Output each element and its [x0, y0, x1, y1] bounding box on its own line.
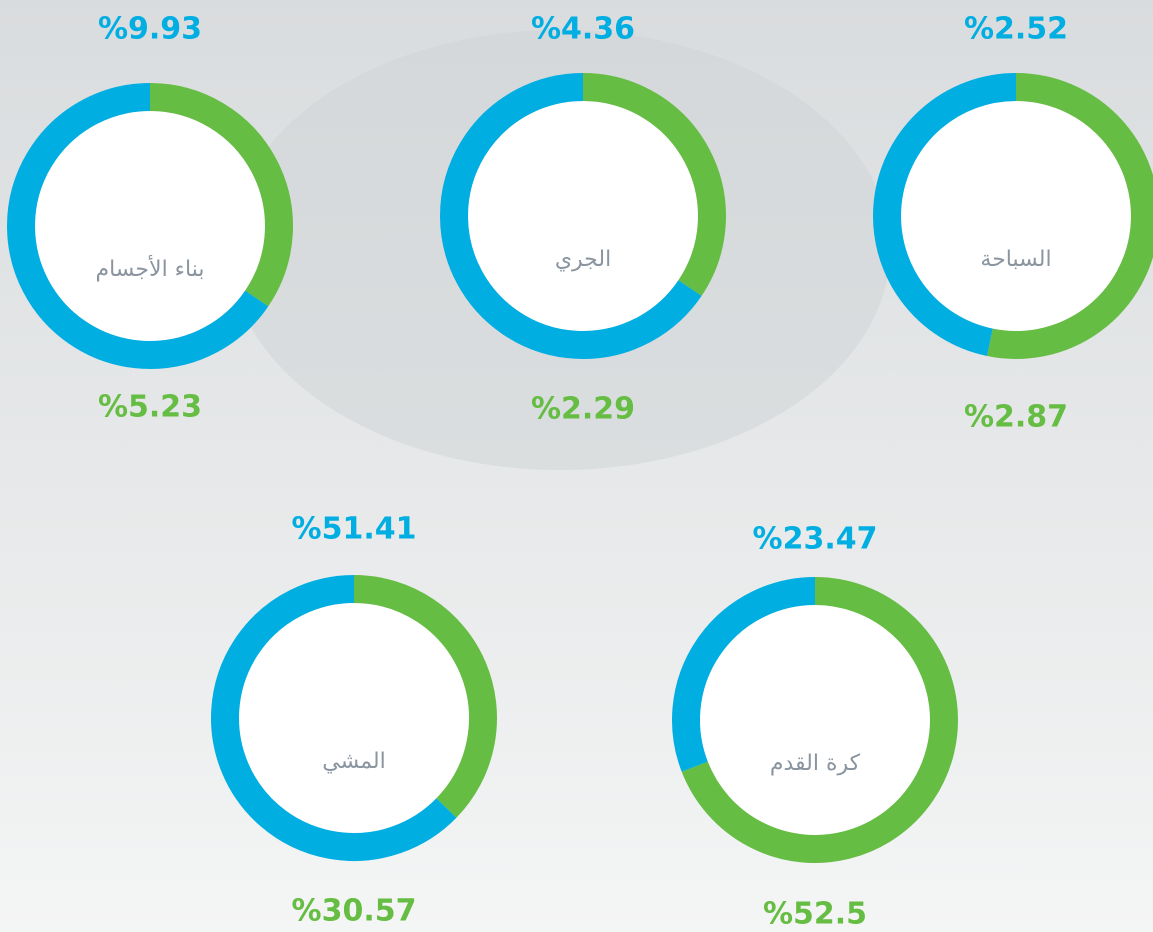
donut-title: بناء الأجسام [95, 255, 204, 282]
donut-title: السباحة [980, 247, 1051, 272]
donut-title: المشي [322, 749, 386, 774]
donut-segment [681, 577, 958, 863]
donut-segment [7, 83, 269, 369]
donut-center [468, 101, 698, 331]
value-label: %51.41 [292, 512, 417, 547]
donut-center [700, 605, 930, 835]
donut-center [901, 101, 1131, 331]
value-label: %4.36 [531, 12, 635, 47]
value-label: %9.93 [98, 12, 202, 47]
donut-center [239, 603, 469, 833]
donut-segment [440, 73, 702, 359]
donut-segment [211, 575, 457, 861]
value-label: %52.5 [763, 897, 867, 932]
donut-segment [582, 73, 726, 296]
value-label: %2.29 [531, 392, 635, 427]
donut-center [35, 111, 265, 341]
value-label: %30.57 [292, 894, 417, 929]
donut-segment [353, 575, 497, 818]
donut-title: كرة القدم [770, 751, 861, 776]
donut-segment [873, 73, 1017, 357]
donut-segment [149, 83, 293, 307]
value-label: %23.47 [753, 522, 878, 557]
donut-segment [987, 73, 1153, 359]
value-label: %5.23 [98, 390, 202, 425]
value-label: %2.52 [964, 12, 1068, 47]
donut-segment [672, 577, 816, 772]
donut-title: الجري [555, 247, 611, 272]
value-label: %2.87 [964, 400, 1068, 435]
